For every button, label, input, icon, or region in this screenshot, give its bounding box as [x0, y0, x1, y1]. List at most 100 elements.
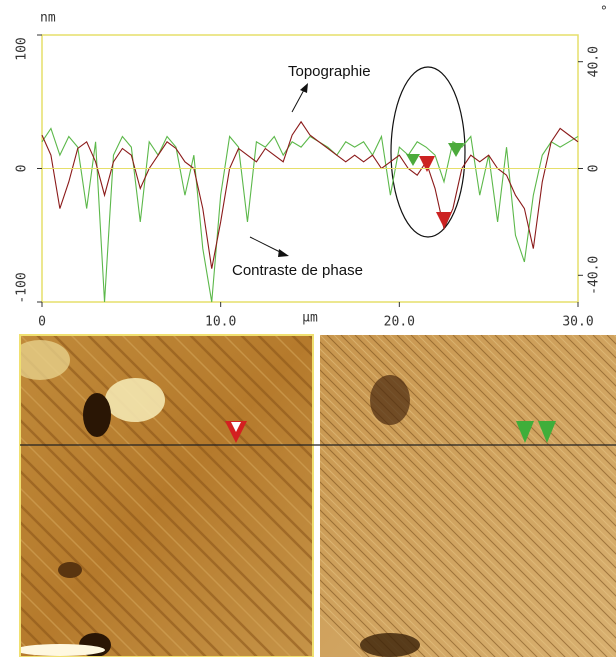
texture	[515, 335, 616, 436]
image-feature	[58, 562, 82, 578]
texture	[320, 432, 545, 657]
texture	[320, 481, 496, 657]
texture	[240, 335, 313, 409]
texture	[550, 335, 616, 401]
texture	[20, 554, 123, 657]
texture	[20, 384, 293, 657]
texture	[320, 418, 559, 657]
image-feature	[83, 393, 111, 437]
texture	[320, 425, 552, 657]
texture	[320, 383, 594, 657]
texture	[320, 453, 524, 657]
texture	[155, 335, 313, 494]
texture	[382, 335, 616, 569]
texture	[494, 335, 616, 457]
x-axis-label: µm	[302, 311, 318, 326]
texture	[20, 418, 259, 657]
arrow-head	[278, 249, 289, 257]
y2-tick-label: 0	[587, 165, 602, 173]
texture	[320, 593, 384, 657]
texture	[189, 335, 313, 460]
texture	[20, 520, 157, 657]
texture	[320, 530, 447, 657]
texture	[320, 460, 517, 657]
y-tick-label: 0	[15, 165, 30, 173]
x-tick-label: 30.0	[562, 315, 593, 330]
texture	[368, 335, 616, 583]
texture	[536, 335, 616, 415]
texture	[320, 509, 468, 657]
texture	[452, 335, 616, 499]
annotation: Topographie	[288, 63, 371, 80]
texture	[320, 376, 601, 657]
texture	[431, 335, 616, 520]
texture	[459, 335, 616, 492]
texture	[424, 335, 616, 527]
texture	[320, 348, 616, 646]
y2-tick-label: 40.0	[587, 46, 602, 77]
marker	[419, 156, 435, 172]
texture	[320, 600, 377, 657]
texture	[320, 537, 440, 657]
texture	[320, 551, 426, 657]
y2-tick-label: -40.0	[587, 256, 602, 295]
texture	[320, 474, 503, 657]
texture	[501, 335, 616, 450]
image-feature	[370, 375, 410, 425]
topography-image	[20, 335, 313, 657]
texture	[320, 488, 489, 657]
arrow-head	[300, 83, 308, 93]
texture	[0, 335, 10, 657]
image-frame	[19, 334, 314, 657]
marker	[436, 212, 452, 228]
texture	[354, 335, 616, 597]
texture	[320, 362, 615, 657]
marker	[538, 421, 556, 443]
texture	[417, 335, 616, 534]
texture	[320, 516, 461, 657]
texture	[320, 467, 510, 657]
annotation: Contraste de phase	[232, 262, 363, 279]
texture	[320, 411, 566, 657]
texture	[320, 355, 616, 653]
series-line	[41, 120, 579, 269]
texture	[320, 579, 398, 657]
texture	[508, 335, 616, 443]
texture	[20, 401, 276, 657]
texture	[320, 397, 580, 657]
y2-axis-label: °	[600, 5, 608, 20]
texture	[172, 335, 313, 477]
texture	[20, 350, 313, 647]
texture	[206, 335, 313, 443]
texture	[20, 486, 191, 657]
texture	[20, 435, 242, 657]
texture	[20, 571, 106, 657]
texture	[320, 369, 608, 657]
texture	[320, 341, 616, 639]
texture	[389, 335, 616, 562]
texture	[543, 335, 616, 408]
texture	[522, 335, 616, 429]
marker	[406, 154, 420, 166]
texture	[375, 335, 616, 576]
texture	[20, 588, 89, 657]
marker	[448, 143, 464, 157]
image-feature	[20, 340, 70, 380]
texture	[20, 537, 140, 657]
image-feature	[20, 644, 105, 656]
texture	[320, 495, 482, 657]
texture	[138, 335, 313, 511]
texture	[529, 335, 616, 422]
texture	[320, 607, 370, 657]
x-tick-label: 20.0	[384, 315, 415, 330]
texture	[320, 586, 391, 657]
texture	[396, 335, 616, 555]
texture	[20, 452, 225, 657]
texture	[403, 335, 616, 548]
texture	[20, 605, 72, 657]
x-tick-label: 0	[38, 315, 46, 330]
texture	[320, 502, 475, 657]
texture	[320, 439, 538, 657]
y-axis-label: nm	[40, 11, 56, 26]
